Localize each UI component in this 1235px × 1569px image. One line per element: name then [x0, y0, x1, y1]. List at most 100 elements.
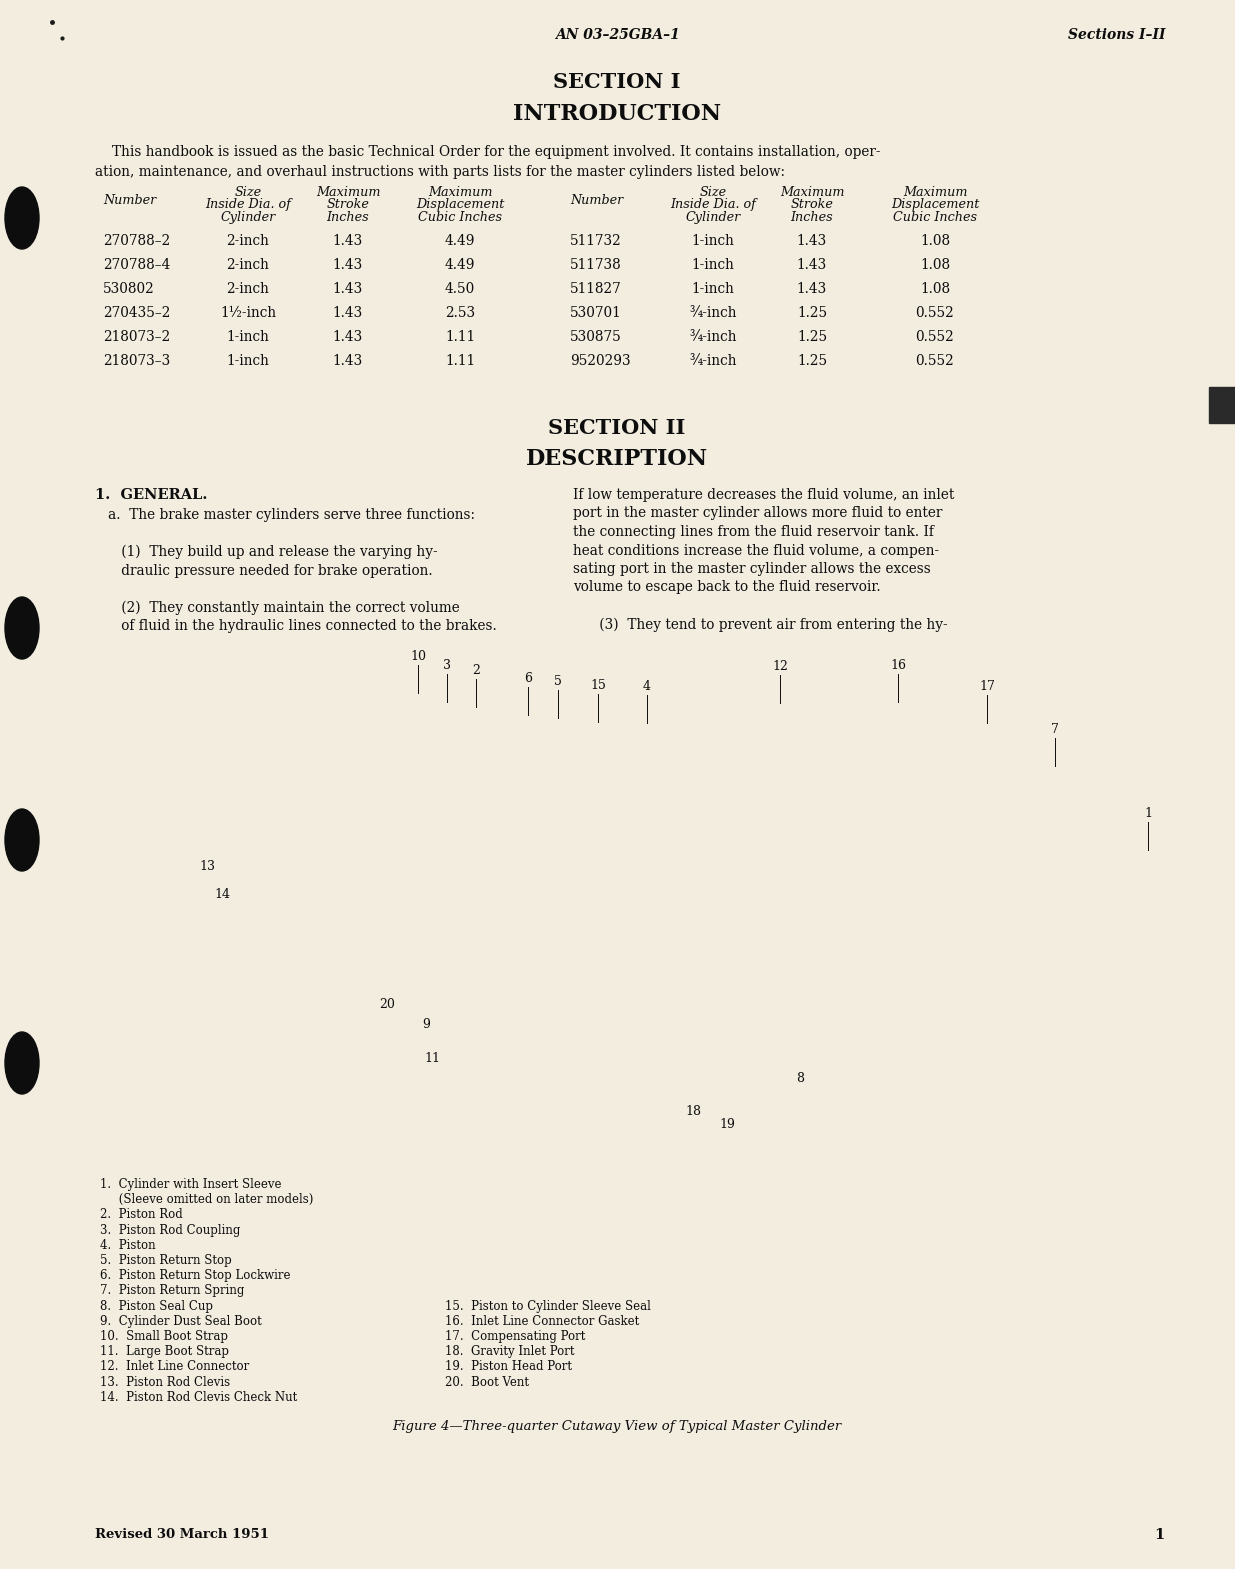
Text: Size: Size: [235, 187, 262, 199]
Text: 1.25: 1.25: [797, 329, 827, 344]
Text: 1: 1: [1144, 806, 1152, 821]
Text: 2: 2: [472, 664, 480, 676]
Text: 6.  Piston Return Stop Lockwire: 6. Piston Return Stop Lockwire: [100, 1269, 290, 1282]
Text: 20.  Boot Vent: 20. Boot Vent: [445, 1376, 529, 1389]
Text: 2-inch: 2-inch: [226, 234, 269, 248]
Text: 8: 8: [797, 1072, 804, 1086]
Text: 270435–2: 270435–2: [103, 306, 170, 320]
Text: SECTION II: SECTION II: [548, 417, 685, 438]
Text: AN 03–25GBA–1: AN 03–25GBA–1: [555, 28, 679, 42]
Text: If low temperature decreases the fluid volume, an inlet: If low temperature decreases the fluid v…: [573, 488, 955, 502]
Text: ¾-inch: ¾-inch: [689, 355, 737, 369]
Text: Cubic Inches: Cubic Inches: [417, 210, 501, 224]
Text: SECTION I: SECTION I: [553, 72, 680, 93]
Text: 1-inch: 1-inch: [226, 355, 269, 369]
Text: 11.  Large Boot Strap: 11. Large Boot Strap: [100, 1345, 228, 1359]
Text: 14.  Piston Rod Clevis Check Nut: 14. Piston Rod Clevis Check Nut: [100, 1390, 298, 1404]
Text: 6: 6: [524, 672, 532, 686]
Text: 1: 1: [1155, 1528, 1165, 1542]
Text: 16: 16: [890, 659, 906, 672]
Text: Stroke: Stroke: [326, 198, 369, 210]
Text: 218073–3: 218073–3: [103, 355, 170, 369]
Text: 3.  Piston Rod Coupling: 3. Piston Rod Coupling: [100, 1224, 241, 1236]
Text: 13: 13: [199, 860, 215, 872]
Ellipse shape: [5, 187, 40, 249]
Text: 511827: 511827: [571, 282, 621, 297]
Text: 270788–2: 270788–2: [103, 234, 170, 248]
Text: 1.43: 1.43: [333, 329, 363, 344]
Text: ¾-inch: ¾-inch: [689, 306, 737, 320]
Text: 16.  Inlet Line Connector Gasket: 16. Inlet Line Connector Gasket: [445, 1315, 640, 1327]
Text: 4.49: 4.49: [445, 257, 475, 271]
Text: Displacement: Displacement: [890, 198, 979, 210]
Text: This handbook is issued as the basic Technical Order for the equipment involved.: This handbook is issued as the basic Tec…: [112, 144, 881, 158]
Text: 1.43: 1.43: [797, 234, 827, 248]
Text: 4: 4: [643, 679, 651, 693]
Text: 19.  Piston Head Port: 19. Piston Head Port: [445, 1360, 572, 1373]
Text: Cylinder: Cylinder: [685, 210, 741, 224]
Text: 530701: 530701: [571, 306, 621, 320]
Text: 10.  Small Boot Strap: 10. Small Boot Strap: [100, 1331, 228, 1343]
Text: Figure 4—Three-quarter Cutaway View of Typical Master Cylinder: Figure 4—Three-quarter Cutaway View of T…: [393, 1420, 841, 1432]
Text: Maximum: Maximum: [779, 187, 845, 199]
Text: sating port in the master cylinder allows the excess: sating port in the master cylinder allow…: [573, 562, 931, 576]
Text: 530875: 530875: [571, 329, 621, 344]
Text: Cubic Inches: Cubic Inches: [893, 210, 977, 224]
Ellipse shape: [5, 596, 40, 659]
Text: 1.43: 1.43: [333, 355, 363, 369]
Text: Inches: Inches: [327, 210, 369, 224]
Text: 10: 10: [410, 650, 426, 664]
Text: DESCRIPTION: DESCRIPTION: [526, 449, 708, 471]
Text: 1.43: 1.43: [333, 257, 363, 271]
Text: 4.50: 4.50: [445, 282, 475, 297]
Text: 3: 3: [443, 659, 451, 672]
Text: 5: 5: [555, 675, 562, 687]
Text: 18: 18: [685, 1105, 701, 1119]
Text: 2-inch: 2-inch: [226, 257, 269, 271]
Text: 2-inch: 2-inch: [226, 282, 269, 297]
Text: 511732: 511732: [571, 234, 621, 248]
Text: 18.  Gravity Inlet Port: 18. Gravity Inlet Port: [445, 1345, 574, 1359]
Text: Inches: Inches: [790, 210, 834, 224]
Text: heat conditions increase the fluid volume, a compen-: heat conditions increase the fluid volum…: [573, 543, 939, 557]
Text: 0.552: 0.552: [915, 329, 955, 344]
Text: 270788–4: 270788–4: [103, 257, 170, 271]
Text: volume to escape back to the fluid reservoir.: volume to escape back to the fluid reser…: [573, 581, 881, 595]
Text: 530802: 530802: [103, 282, 154, 297]
Ellipse shape: [5, 810, 40, 871]
Text: 5.  Piston Return Stop: 5. Piston Return Stop: [100, 1254, 232, 1268]
Text: 1-inch: 1-inch: [692, 282, 735, 297]
Text: 1.25: 1.25: [797, 355, 827, 369]
Text: of fluid in the hydraulic lines connected to the brakes.: of fluid in the hydraulic lines connecte…: [95, 620, 496, 632]
Text: Maximum: Maximum: [427, 187, 493, 199]
Text: 2.53: 2.53: [445, 306, 475, 320]
Text: Size: Size: [699, 187, 726, 199]
Text: 11: 11: [424, 1051, 440, 1064]
Text: 13.  Piston Rod Clevis: 13. Piston Rod Clevis: [100, 1376, 230, 1389]
Text: 12: 12: [772, 661, 788, 673]
Text: 1.11: 1.11: [445, 329, 475, 344]
Ellipse shape: [5, 1032, 40, 1094]
Text: Stroke: Stroke: [790, 198, 834, 210]
Text: 511738: 511738: [571, 257, 621, 271]
Text: 1.  Cylinder with Insert Sleeve: 1. Cylinder with Insert Sleeve: [100, 1178, 282, 1191]
Text: 17: 17: [979, 679, 995, 693]
Text: 15: 15: [590, 679, 606, 692]
Text: 0.552: 0.552: [915, 355, 955, 369]
Text: 1.11: 1.11: [445, 355, 475, 369]
Text: Maximum: Maximum: [903, 187, 967, 199]
Text: Maximum: Maximum: [316, 187, 380, 199]
Text: 1.25: 1.25: [797, 306, 827, 320]
Text: 0.552: 0.552: [915, 306, 955, 320]
Text: (1)  They build up and release the varying hy-: (1) They build up and release the varyin…: [95, 544, 437, 560]
Text: Revised 30 March 1951: Revised 30 March 1951: [95, 1528, 269, 1541]
Text: 1.  GENERAL.: 1. GENERAL.: [95, 488, 207, 502]
Text: 20: 20: [379, 998, 395, 1012]
Text: 4.  Piston: 4. Piston: [100, 1240, 156, 1252]
Text: Sections I–II: Sections I–II: [1067, 28, 1165, 42]
Bar: [170, 657, 1186, 1166]
Text: 1-inch: 1-inch: [692, 257, 735, 271]
Text: 1-inch: 1-inch: [692, 234, 735, 248]
Text: 218073–2: 218073–2: [103, 329, 170, 344]
Text: 7: 7: [1051, 723, 1058, 736]
